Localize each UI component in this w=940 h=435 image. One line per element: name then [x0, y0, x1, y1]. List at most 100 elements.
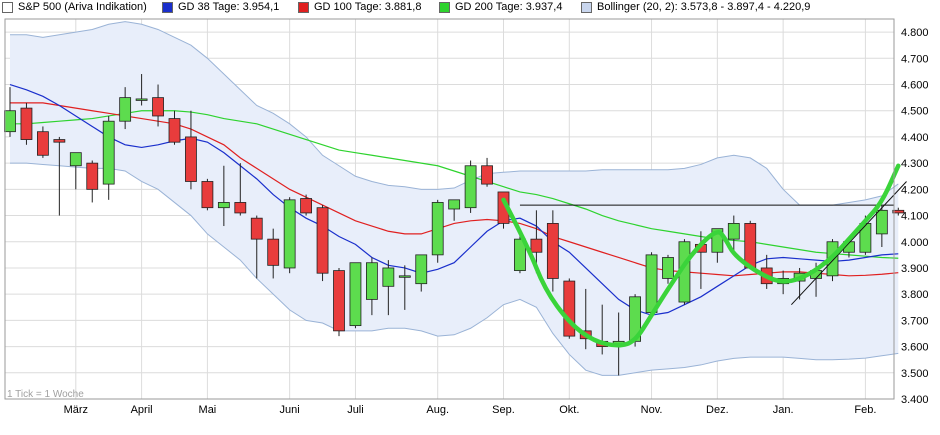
candle-up	[875, 205, 888, 247]
y-tick-label: 4.600	[901, 80, 929, 92]
candle-up	[415, 254, 428, 292]
legend-label-gd38: GD 38 Tage: 3.954,1	[178, 1, 280, 13]
candle-body	[481, 165, 493, 185]
x-tick-label: Jan.	[773, 404, 794, 416]
legend-item-gd38: GD 38 Tage: 3.954,1	[162, 1, 279, 13]
candle-up	[217, 165, 230, 227]
candle-body	[135, 98, 148, 101]
trend-line	[791, 181, 907, 305]
annotations	[501, 163, 907, 348]
legend-label-sp500: S&P 500 (Ariva Indikation)	[18, 1, 147, 13]
candle-down	[546, 210, 559, 292]
candle-body	[283, 199, 296, 269]
candle-up	[69, 152, 82, 190]
candle-up	[727, 215, 740, 253]
candle-up	[431, 199, 444, 263]
candle-body	[300, 198, 313, 214]
candle-body	[645, 254, 658, 313]
candle-body	[530, 238, 543, 253]
x-axis: März April Mai Juni Juli Aug. Sep. Okt. Nov. Dez.…	[64, 404, 877, 416]
candle-body	[333, 270, 345, 332]
y-tick-label: 4.700	[901, 53, 929, 65]
legend-item-gd200: GD 200 Tage: 3.937,4	[439, 1, 562, 13]
bollinger-lower-line	[10, 162, 899, 376]
candle-body	[86, 162, 99, 190]
candle-up	[283, 197, 296, 274]
x-tick-label: April	[131, 404, 153, 416]
legend-swatch-gd200	[439, 1, 450, 13]
candle-body	[382, 267, 395, 287]
candle-body	[4, 110, 16, 133]
candle-body	[431, 202, 444, 256]
y-tick-label: 4.800	[901, 27, 929, 39]
y-tick-label: 3.900	[901, 263, 929, 275]
candle-down	[481, 157, 493, 187]
x-tick-label: Nov.	[641, 404, 663, 416]
x-tick-label: März	[64, 404, 88, 416]
bollinger-upper-line	[10, 21, 899, 206]
legend-swatch-gd38	[162, 1, 173, 13]
candle-body	[892, 209, 905, 214]
y-tick-label: 3.500	[901, 368, 929, 380]
candles	[4, 74, 905, 376]
legend: S&P 500 (Ariva Indikation) GD 38 Tage: 3…	[0, 0, 940, 16]
candle-body	[37, 131, 49, 156]
legend-swatch-bollinger	[581, 1, 592, 13]
bollinger-band	[10, 21, 899, 376]
candle-body	[201, 181, 214, 209]
y-tick-label: 3.600	[901, 342, 929, 354]
candle-up	[382, 260, 395, 316]
candle-body	[464, 165, 477, 209]
legend-label-bollinger: Bollinger (20, 2): 3.573,8 - 3.897,4 - 4…	[597, 1, 811, 13]
x-tick-label: Juni	[280, 404, 300, 416]
candle-body	[744, 223, 757, 269]
legend-swatch-gd100	[298, 1, 309, 13]
candle-down	[563, 278, 576, 339]
candle-down	[267, 228, 280, 279]
y-tick-label: 3.800	[901, 289, 929, 301]
legend-item-sp500: S&P 500 (Ariva Indikation)	[2, 1, 147, 13]
candle-down	[86, 160, 99, 203]
candle-up	[119, 87, 132, 130]
candle-body	[711, 228, 724, 253]
bollinger-fill	[10, 21, 899, 376]
candle-body	[185, 136, 197, 182]
legend-item-bollinger: Bollinger (20, 2): 3.573,8 - 3.897,4 - 4…	[581, 1, 810, 13]
y-tick-label: 3.400	[901, 394, 929, 406]
y-axis: 3.400 3.500 3.600 3.700 3.800 3.900 4.000 4.100…	[901, 27, 929, 406]
candle-up	[349, 262, 362, 329]
candle-body	[875, 209, 888, 235]
plot-frame	[4, 18, 895, 400]
tick-interval-label: 1 Tick = 1 Woche	[7, 389, 84, 400]
candle-body	[727, 223, 740, 240]
candle-body	[546, 223, 559, 279]
candle-body	[514, 238, 526, 271]
candle-body	[69, 152, 82, 167]
candle-down	[234, 163, 247, 216]
candle-body	[349, 262, 362, 327]
candle-up	[102, 115, 115, 200]
candle-up	[135, 74, 148, 106]
y-tick-label: 3.700	[901, 315, 929, 327]
candle-up	[398, 265, 411, 310]
candle-down	[892, 207, 905, 216]
legend-label-gd100: GD 100 Tage: 3.881,8	[314, 1, 422, 13]
candle-up	[514, 233, 526, 274]
x-tick-label: Okt.	[559, 404, 579, 416]
candle-down	[53, 136, 66, 216]
y-tick-label: 4.500	[901, 106, 929, 118]
hand-drawn-annotation-curve	[501, 163, 901, 348]
legend-label-gd200: GD 200 Tage: 3.937,4	[455, 1, 563, 13]
x-tick-label: Sep.	[492, 404, 515, 416]
candle-body	[398, 275, 411, 278]
x-tick-label: Aug.	[426, 404, 449, 416]
candle-down	[300, 194, 313, 216]
candle-body	[563, 280, 576, 337]
x-tick-label: Dez.	[706, 404, 729, 416]
candle-down	[201, 178, 214, 211]
candle-body	[152, 97, 164, 117]
candle-up	[464, 160, 477, 213]
candle-down	[250, 215, 263, 279]
y-tick-label: 4.000	[901, 237, 929, 249]
candle-down	[37, 126, 49, 158]
